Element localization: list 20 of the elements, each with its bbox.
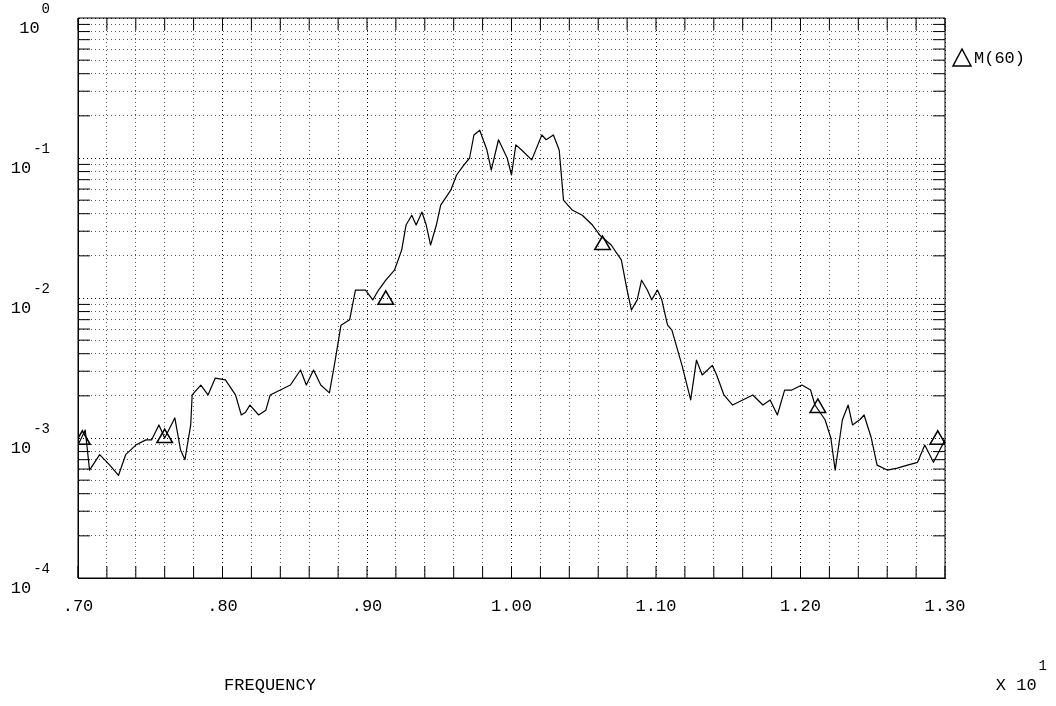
- y-tick-label: 10-1: [10, 141, 51, 178]
- x-tick-label: 1.10: [635, 596, 677, 616]
- x-tick-label: 1.20: [780, 596, 821, 616]
- y-tick-label: 100: [19, 1, 50, 38]
- point: [929, 430, 945, 446]
- text: X 101: [995, 658, 1047, 695]
- point: [809, 398, 827, 414]
- x-tick-label: .90: [351, 596, 383, 616]
- x-tick-label: .70: [62, 596, 94, 616]
- legend-label: M(60): [974, 48, 1026, 68]
- x-tick-label: 1.00: [491, 596, 532, 616]
- point: [593, 235, 612, 251]
- point: [156, 428, 174, 444]
- y-tick-label: 10-4: [10, 561, 51, 598]
- point: [377, 290, 395, 306]
- x-tick-label: 1.30: [924, 596, 966, 616]
- x-axis-title: FREQUENCY: [224, 675, 316, 695]
- y-tick-label: 10-3: [10, 421, 51, 458]
- y-tick-label: 10-2: [10, 281, 51, 318]
- x-tick-label: .80: [207, 596, 238, 616]
